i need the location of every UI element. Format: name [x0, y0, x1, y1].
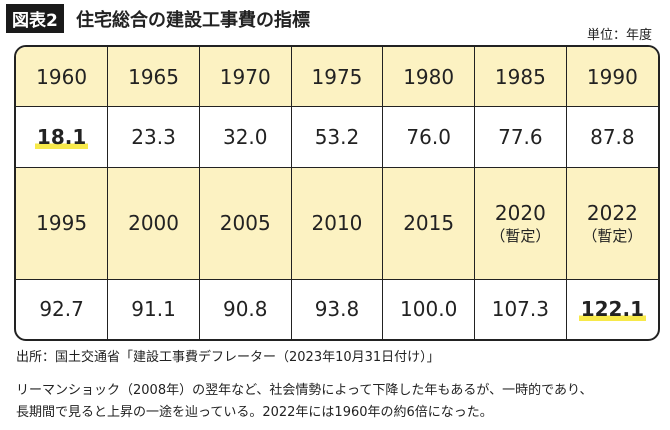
table-row: 1960 1965 1970 1975 1980 1985 1990	[16, 47, 658, 108]
table: 1960 1965 1970 1975 1980 1985 1990 18.1 23.3 32.0…	[16, 47, 658, 339]
table-cell: 1990	[565, 47, 658, 108]
table-cell: 1965	[107, 47, 200, 108]
table-frame: 1960 1965 1970 1975 1980 1985 1990 18.1 23.3 32.0…	[14, 45, 660, 341]
table-cell: 77.6	[474, 106, 567, 168]
table-cell: 2000	[107, 166, 200, 280]
table-cell: 122.1	[565, 278, 658, 339]
table-cell: 2022 （暫定）	[565, 166, 658, 280]
cell-text: 1970	[219, 64, 271, 89]
cell-text: 100.0	[400, 297, 458, 322]
caption-line: 長期間で見ると上昇の一途を辿っている。2022年には1960年の約6倍になった。	[16, 405, 493, 420]
table-cell: 90.8	[198, 278, 292, 339]
table-cell: 87.8	[565, 106, 658, 168]
table-cell: 23.3	[107, 106, 200, 168]
table-cell: 18.1	[16, 106, 109, 168]
cell-text: 1980	[403, 64, 455, 89]
table-cell: 93.8	[290, 278, 384, 339]
table-cell: 2020 （暫定）	[474, 166, 567, 280]
badge: 図表2	[6, 4, 64, 33]
source: 出所：国土交通省「建設工事費デフレーター（2023年10月31日付け）」	[16, 350, 440, 365]
table-cell: 1960	[16, 47, 109, 108]
cell-text: 77.6	[498, 125, 543, 150]
cell-text: 87.8	[590, 125, 635, 150]
table-row: 92.7 91.1 90.8 93.8 100.0 107.3 122.1	[16, 278, 658, 339]
table-cell: 1985	[474, 47, 567, 108]
cell-text: 1990	[586, 64, 638, 89]
cell-text: 2000	[128, 211, 179, 236]
cell-text: 122.1	[578, 297, 646, 322]
cell-text: 76.0	[406, 125, 451, 150]
cell-text: 2022	[586, 200, 638, 225]
cell-text: 1960	[36, 64, 88, 89]
table-cell: 91.1	[107, 278, 200, 339]
cell-note: （暫定）	[582, 226, 643, 245]
table-cell: 1995	[16, 166, 109, 280]
cell-text: 91.1	[131, 297, 176, 322]
caption-line: リーマンショック（2008年）の翌年など、社会情勢によって下降した年もあるが、一…	[16, 383, 593, 398]
caption: リーマンショック（2008年）の翌年など、社会情勢によって下降した年もあるが、一…	[16, 380, 593, 424]
table-cell: 1975	[290, 47, 384, 108]
table-cell: 107.3	[474, 278, 567, 339]
table-row: 1995 2000 2005 2010 2015 2020 （暫定） 2022 （暫定）	[16, 166, 658, 280]
unit: 単位：年度	[586, 28, 652, 43]
cell-text: 2020	[494, 200, 546, 225]
cell-text: 1995	[36, 211, 88, 236]
table-cell: 92.7	[16, 278, 109, 339]
cell-text: 53.2	[314, 125, 360, 150]
cell-text: 92.7	[39, 297, 84, 322]
table-cell: 53.2	[290, 106, 384, 168]
table-cell: 2005	[198, 166, 292, 280]
cell-text: 93.8	[314, 297, 360, 322]
cell-text: 1975	[311, 64, 363, 89]
table-cell: 1970	[198, 47, 292, 108]
table-cell: 2015	[382, 166, 476, 280]
table-cell: 32.0	[198, 106, 292, 168]
table-cell: 2010	[290, 166, 384, 280]
cell-text: 1985	[494, 64, 546, 89]
cell-note: （暫定）	[490, 226, 551, 245]
cell-text: 1965	[128, 64, 179, 89]
cell-text: 18.1	[34, 125, 89, 150]
table-cell: 1980	[382, 47, 476, 108]
table-cell: 100.0	[382, 278, 476, 339]
cell-text: 32.0	[222, 125, 268, 150]
table-row: 18.1 23.3 32.0 53.2 76.0 77.6 87.8	[16, 106, 658, 168]
cell-text: 23.3	[131, 125, 176, 150]
table-cell: 76.0	[382, 106, 476, 168]
cell-text: 90.8	[222, 297, 268, 322]
title: 住宅総合の建設工事費の指標	[76, 10, 310, 31]
cell-text: 2010	[311, 211, 363, 236]
cell-text: 2005	[219, 211, 271, 236]
cell-text: 107.3	[491, 297, 549, 322]
cell-text: 2015	[403, 211, 455, 236]
